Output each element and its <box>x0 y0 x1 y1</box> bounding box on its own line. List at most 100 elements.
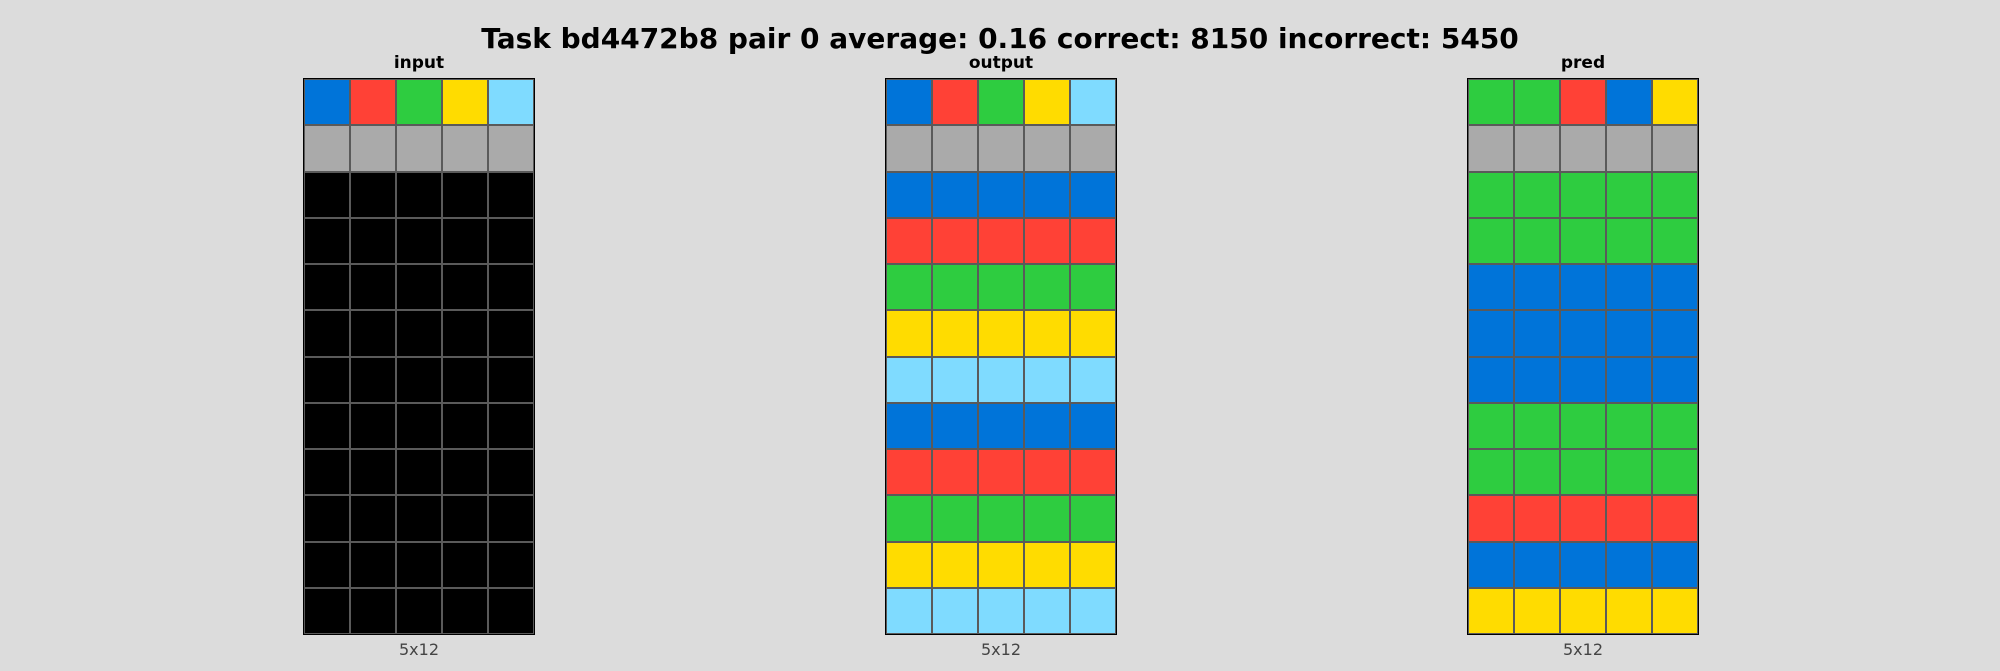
grid-cell <box>1606 541 1652 588</box>
grid-cell <box>978 587 1024 634</box>
grid-cell <box>1560 495 1606 542</box>
grid-cell <box>1652 587 1698 634</box>
grid-cell <box>1070 171 1116 218</box>
grid-cell <box>396 356 442 403</box>
input-grid-dimensions: 5x12 <box>398 640 439 659</box>
grid-cell <box>1070 310 1116 357</box>
grid-cell <box>1024 264 1070 311</box>
grid-cell <box>1560 310 1606 357</box>
grid-cell <box>1652 356 1698 403</box>
grid-cell <box>886 587 932 634</box>
grid-cell <box>396 171 442 218</box>
grid-cell <box>978 402 1024 449</box>
grid-cell <box>396 264 442 311</box>
grid-cell <box>1070 79 1116 126</box>
grid-cell <box>1024 541 1070 588</box>
grid-cell <box>932 587 978 634</box>
grid-cell <box>1606 264 1652 311</box>
grid-cell <box>1024 310 1070 357</box>
grid-cell <box>442 125 488 172</box>
grid-cell <box>1560 125 1606 172</box>
grid-cell <box>488 495 534 542</box>
grid-cell <box>1514 171 1560 218</box>
grid-cell <box>978 310 1024 357</box>
grid-cell <box>1468 449 1514 496</box>
grid-cell <box>442 79 488 126</box>
grid-cell <box>304 310 350 357</box>
grid-cell <box>1560 356 1606 403</box>
grid-cell <box>488 587 534 634</box>
grid-cell <box>1024 79 1070 126</box>
grid-cell <box>886 402 932 449</box>
grid-cell <box>1606 217 1652 264</box>
grid-cell <box>978 541 1024 588</box>
input-grid <box>303 78 535 635</box>
grid-cell <box>350 541 396 588</box>
grid-cell <box>886 171 932 218</box>
grid-cell <box>1514 356 1560 403</box>
grid-cell <box>1024 125 1070 172</box>
grid-cell <box>442 495 488 542</box>
grid-cell <box>350 495 396 542</box>
grid-cell <box>1468 310 1514 357</box>
grid-cell <box>488 356 534 403</box>
grid-cell <box>932 402 978 449</box>
grid-cell <box>1606 402 1652 449</box>
grid-cell <box>442 587 488 634</box>
grid-cell <box>1468 356 1514 403</box>
grid-cell <box>1024 495 1070 542</box>
grid-cell <box>1560 264 1606 311</box>
grid-cell <box>488 79 534 126</box>
grid-cell <box>1468 171 1514 218</box>
grid-cell <box>1024 217 1070 264</box>
grid-cell <box>932 171 978 218</box>
grid-cell <box>1606 310 1652 357</box>
grid-cell <box>1070 587 1116 634</box>
grid-cell <box>1514 587 1560 634</box>
grid-cell <box>978 217 1024 264</box>
grid-cell <box>932 79 978 126</box>
grid-cell <box>1652 217 1698 264</box>
grid-cell <box>1468 587 1514 634</box>
grid-cell <box>1652 125 1698 172</box>
grid-cell <box>488 125 534 172</box>
grid-cell <box>1560 171 1606 218</box>
grid-cell <box>442 310 488 357</box>
grid-cell <box>1468 217 1514 264</box>
grid-cell <box>1560 449 1606 496</box>
grid-cell <box>1070 125 1116 172</box>
grid-cell <box>932 310 978 357</box>
grid-cell <box>350 79 396 126</box>
output-grid-dimensions: 5x12 <box>980 640 1021 659</box>
grid-cell <box>442 541 488 588</box>
grid-cell <box>1070 264 1116 311</box>
grid-cell <box>1468 79 1514 126</box>
grid-cell <box>1652 79 1698 126</box>
grid-cell <box>442 264 488 311</box>
grid-cell <box>1514 79 1560 126</box>
grid-cell <box>932 264 978 311</box>
figure-title: Task bd4472b8 pair 0 average: 0.16 corre… <box>481 22 1519 55</box>
grid-cell <box>932 217 978 264</box>
grid-cell <box>488 171 534 218</box>
grid-cell <box>488 310 534 357</box>
pred-grid-dimensions: 5x12 <box>1562 640 1603 659</box>
grid-cell <box>1514 541 1560 588</box>
grid-cell <box>396 79 442 126</box>
output-grid <box>885 78 1117 635</box>
grid-cell <box>1024 171 1070 218</box>
grid-cell <box>978 495 1024 542</box>
grid-cell <box>1468 125 1514 172</box>
grid-cell <box>488 541 534 588</box>
grid-cell <box>1468 541 1514 588</box>
grid-cell <box>304 125 350 172</box>
grid-cell <box>1560 541 1606 588</box>
grid-cell <box>1606 171 1652 218</box>
grid-cell <box>886 264 932 311</box>
grid-cell <box>1514 125 1560 172</box>
grid-cell <box>932 356 978 403</box>
grid-cell <box>1468 402 1514 449</box>
grid-cell <box>1070 449 1116 496</box>
grid-cell <box>1514 217 1560 264</box>
grid-cell <box>488 449 534 496</box>
